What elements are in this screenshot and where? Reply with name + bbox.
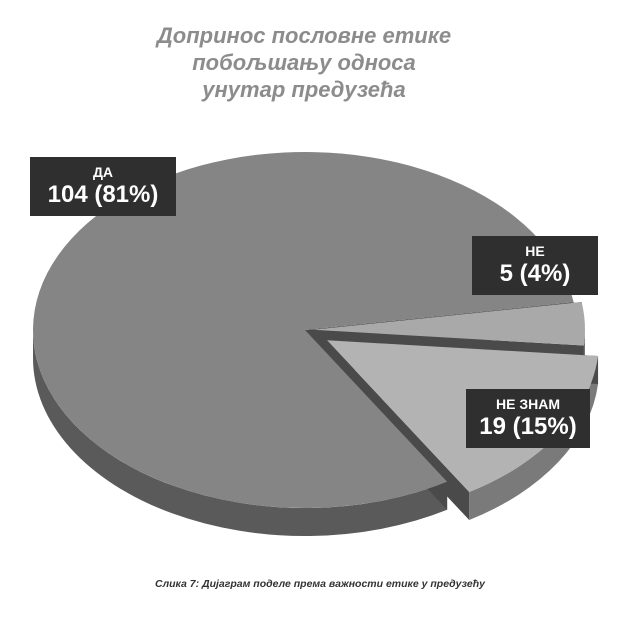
slice-label-da-name: ДА [92,164,114,180]
chart-title-line-3: унутар предузећа [202,77,406,102]
slice-side-da [33,330,448,536]
slice-label-ne-znam-name: НЕ ЗНАМ [496,396,560,412]
slice-side-ne-znam [469,355,599,521]
figure-caption: Слика 7: Дијаграм поделе према важности … [155,578,485,590]
slice-top-da [32,152,574,509]
slice-top-ne [312,301,585,346]
slice-label-ne-znam: НЕ ЗНАМ 19 (15%) [466,389,590,448]
slice-label-ne: НЕ 5 (4%) [472,236,598,295]
chart-title-line-2: побољшању односа [192,50,416,75]
slice-label-da-value: 104 (81%) [47,181,159,208]
slice-label-ne-name: НЕ [525,243,545,259]
slice-label-da: ДА 104 (81%) [30,157,176,216]
slice-top-ne-znam [327,340,599,493]
slice-label-ne-znam-value: 19 (15%) [479,413,577,440]
slice-label-ne-value: 5 (4%) [499,260,571,287]
chart-title: Допринос пословне етике побољшању односа… [0,22,608,103]
chart-title-line-1: Допринос пословне етике [156,23,452,48]
